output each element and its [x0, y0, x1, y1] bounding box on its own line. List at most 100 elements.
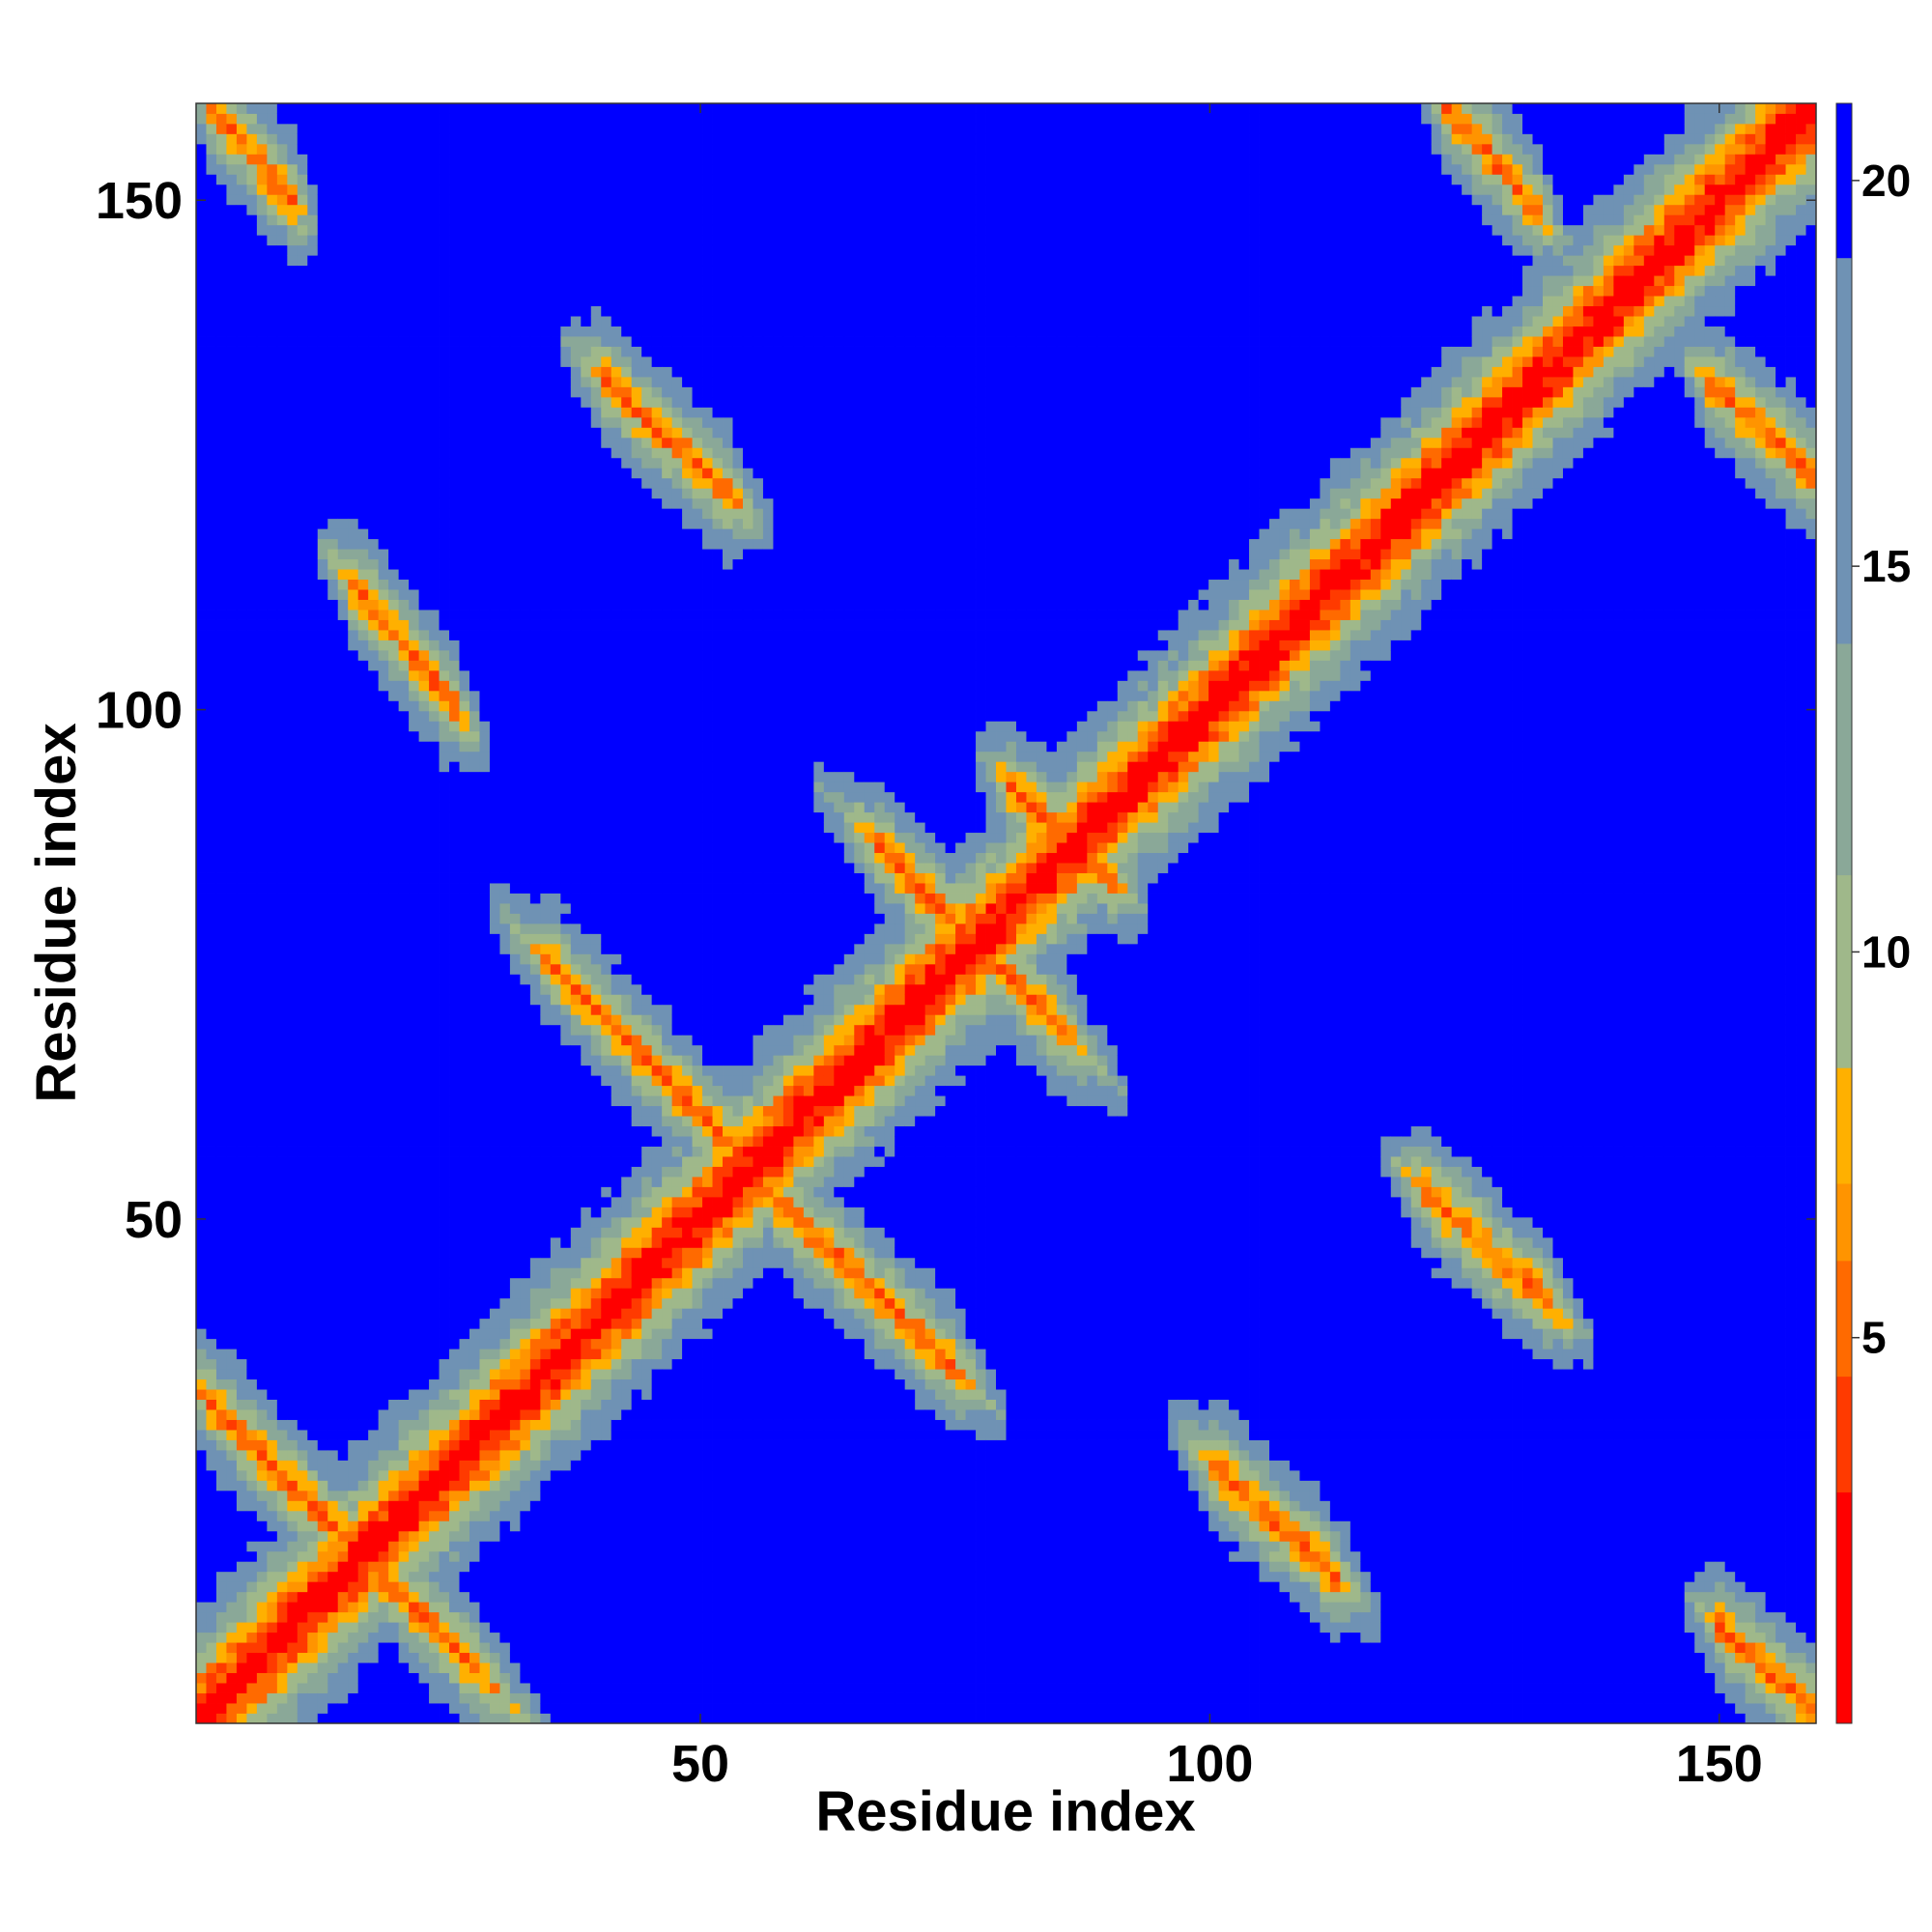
heatmap-cell [256, 386, 268, 398]
heatmap-cell [327, 569, 339, 581]
heatmap-cell [357, 1652, 369, 1663]
heatmap-cell [449, 933, 460, 945]
heatmap-cell [388, 863, 400, 873]
heatmap-cell [418, 1288, 430, 1299]
heatmap-cell [348, 1662, 359, 1673]
heatmap-cell [267, 1024, 278, 1036]
heatmap-cell [348, 1116, 359, 1127]
heatmap-cell [429, 1136, 440, 1147]
heatmap-cell [459, 802, 470, 813]
heatmap-cell [449, 133, 460, 145]
heatmap-cell [206, 649, 217, 661]
heatmap-cell [489, 913, 500, 924]
heatmap-cell [368, 396, 380, 408]
heatmap-cell [348, 1399, 359, 1410]
heatmap-cell [357, 427, 369, 439]
heatmap-cell [246, 1227, 258, 1238]
heatmap-cell [236, 811, 247, 823]
heatmap-cell [439, 1652, 450, 1663]
heatmap-cell [439, 953, 450, 965]
heatmap-cell [388, 883, 400, 894]
heatmap-cell [317, 1318, 328, 1329]
heatmap-cell [469, 872, 480, 884]
heatmap-cell [215, 1014, 227, 1026]
heatmap-cell [287, 822, 298, 834]
heatmap-cell [489, 285, 500, 297]
heatmap-cell [469, 326, 480, 337]
heatmap-cell [429, 518, 440, 529]
heatmap-cell [368, 386, 380, 398]
heatmap-cell [267, 1277, 278, 1289]
heatmap-cell [246, 427, 258, 439]
heatmap-cell [236, 1430, 247, 1440]
heatmap-cell [479, 1450, 491, 1461]
heatmap-cell [307, 1581, 319, 1593]
heatmap-cell [388, 396, 400, 408]
heatmap-cell [267, 133, 278, 145]
heatmap-cell [337, 1611, 349, 1623]
heatmap-cell [368, 1075, 380, 1087]
heatmap-cell [327, 356, 339, 367]
heatmap-cell [317, 1450, 328, 1461]
heatmap-cell [469, 113, 480, 125]
heatmap-cell [256, 761, 268, 773]
heatmap-cell [317, 680, 328, 692]
heatmap-cell [276, 1328, 288, 1340]
heatmap-cell [439, 649, 450, 661]
heatmap-cell [357, 943, 369, 954]
heatmap-cell [287, 963, 298, 975]
heatmap-cell [206, 366, 217, 378]
heatmap-cell [317, 103, 328, 114]
heatmap-cell [226, 1177, 238, 1187]
heatmap-cell [449, 1196, 460, 1208]
heatmap-cell [489, 700, 500, 712]
heatmap-cell [357, 751, 369, 762]
heatmap-cell [368, 903, 380, 914]
heatmap-cell [357, 1236, 369, 1248]
heatmap-cell [307, 1642, 319, 1654]
heatmap-cell [429, 680, 440, 692]
heatmap-cell [256, 1469, 268, 1481]
heatmap-cell [357, 326, 369, 337]
heatmap-cell [409, 1207, 419, 1218]
heatmap-cell [388, 1349, 400, 1360]
heatmap-cell [469, 1207, 480, 1218]
heatmap-cell [459, 447, 470, 459]
heatmap-cell [276, 832, 288, 843]
heatmap-cell [398, 346, 410, 357]
heatmap-cell [337, 1520, 349, 1532]
heatmap-cell [206, 1318, 217, 1329]
heatmap-cell [418, 1480, 430, 1492]
heatmap-cell [206, 1338, 217, 1350]
heatmap-cell [307, 974, 319, 985]
heatmap-cell [439, 832, 450, 843]
heatmap-cell [196, 1571, 207, 1582]
heatmap-cell [489, 639, 500, 651]
heatmap-cell [429, 1125, 440, 1137]
heatmap-cell [327, 649, 339, 661]
heatmap-cell [236, 1014, 247, 1026]
heatmap-cell [236, 883, 247, 894]
heatmap-cell [449, 1136, 460, 1147]
heatmap-cell [307, 893, 319, 904]
heatmap-cell [499, 1703, 511, 1714]
heatmap-cell [459, 741, 470, 753]
heatmap-cell [196, 721, 207, 732]
heatmap-cell [499, 751, 511, 762]
heatmap-cell [206, 1277, 217, 1289]
heatmap-cell [409, 488, 419, 499]
heatmap-cell [418, 1430, 430, 1440]
heatmap-cell [267, 1439, 278, 1451]
heatmap-cell [509, 1611, 521, 1623]
heatmap-cell [378, 1136, 389, 1147]
heatmap-cell [317, 1561, 328, 1573]
heatmap-cell [459, 913, 470, 924]
heatmap-cell [398, 1378, 410, 1390]
heatmap-cell [439, 893, 450, 904]
heatmap-cell [206, 508, 217, 520]
heatmap-cell [327, 1227, 339, 1238]
heatmap-cell [297, 1561, 308, 1573]
heatmap-cell [418, 538, 430, 550]
heatmap-cell [469, 1520, 480, 1532]
heatmap-cell [469, 730, 480, 742]
